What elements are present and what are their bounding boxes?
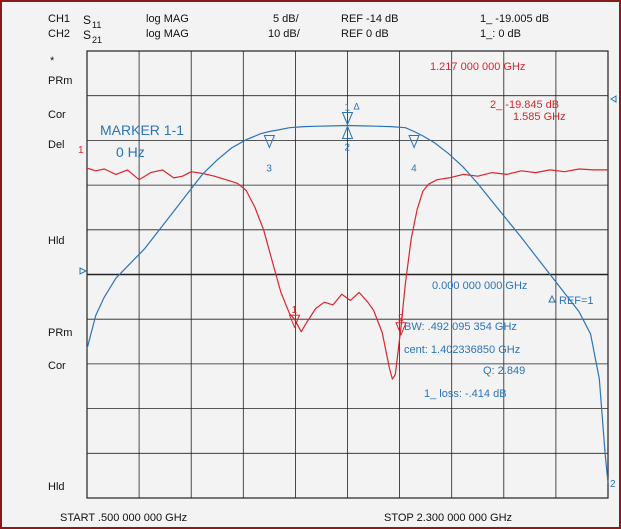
side-label-hld-top: Hld xyxy=(48,235,65,247)
ch2-ref-arrow-left-icon xyxy=(79,267,88,275)
marker-label: 1 xyxy=(345,103,351,114)
marker-label: 4 xyxy=(411,163,417,174)
ch2-ref-arrow-right-icon xyxy=(610,95,617,103)
ch1-label: CH1 xyxy=(48,13,70,25)
ref-triangle-icon xyxy=(548,294,556,303)
marker-frequency: 0 Hz xyxy=(116,144,145,160)
side-label-prm-bottom: PRm xyxy=(48,327,72,339)
side-label-hld-bottom: Hld xyxy=(48,481,65,493)
ch2-scale: 10 dB/ xyxy=(268,28,301,40)
marker-label: 2 xyxy=(345,143,351,154)
ch1-scale: 5 dB/ xyxy=(273,13,300,25)
ch2-ref: REF 0 dB xyxy=(341,28,389,40)
bandwidth-readout: BW: .492 095 354 GHz xyxy=(404,321,517,333)
marker-label: 3 xyxy=(266,163,272,174)
ch2-format: log MAG xyxy=(146,28,189,40)
marker-s21-3: 3 xyxy=(263,134,276,174)
marker-s21-2: 2 xyxy=(341,125,354,154)
side-label-cor-top: Cor xyxy=(48,109,66,121)
ch2-marker-frequency: 0.000 000 000 GHz xyxy=(432,280,527,292)
q-readout: Q: 2.849 xyxy=(483,365,525,377)
marker-s21-4: 4 xyxy=(408,134,420,174)
ch1-param-sub: 11 xyxy=(92,20,101,30)
marker-triangle-icon xyxy=(341,112,354,126)
side-label-prm-top: PRm xyxy=(48,75,72,87)
marker-triangle-icon xyxy=(408,134,420,149)
ch1-marker-frequency: 1.217 000 000 GHz xyxy=(430,61,525,73)
ch1-format: log MAG xyxy=(146,13,189,25)
start-frequency: START .500 000 000 GHz xyxy=(60,512,187,524)
side-label-cor-bottom: Cor xyxy=(48,360,66,372)
ch2-label: CH2 xyxy=(48,28,70,40)
plot-grid xyxy=(86,50,609,499)
marker-s11-2: 2 xyxy=(395,313,407,337)
marker-triangle-icon xyxy=(341,125,354,139)
trace-s11 xyxy=(86,167,608,380)
ch1-marker-readout: 1_ -19.005 dB xyxy=(480,13,549,25)
ch1-ref-position-indicator: 1 xyxy=(78,145,84,156)
side-label-del: Del xyxy=(48,139,65,151)
ref-label: REF=1 xyxy=(559,295,594,307)
ch2-param-sub: 21 xyxy=(92,35,102,45)
star-indicator: * xyxy=(50,55,55,67)
ch1-param: S xyxy=(83,13,91,27)
marker-s11-1: 1 xyxy=(288,305,301,329)
marker-s21-1: 1 xyxy=(341,103,354,126)
center-frequency-readout: cent: 1.402336850 GHz xyxy=(404,344,520,356)
ch2-param: S xyxy=(83,28,91,42)
marker-triangle-icon xyxy=(395,322,407,337)
loss-readout: 1_ loss: -.414 dB xyxy=(424,388,507,400)
delta-icon: Δ xyxy=(354,103,361,113)
marker-triangle-icon xyxy=(263,134,276,149)
ch2-marker-readout: 1_: 0 dB xyxy=(480,28,521,40)
trace-end-label: 2 xyxy=(610,479,616,490)
stop-frequency: STOP 2.300 000 000 GHz xyxy=(384,512,512,524)
ch1-ref: REF -14 dB xyxy=(341,13,398,25)
ch1-marker2-frequency: 1.585 GHz xyxy=(513,111,566,123)
marker-triangle-icon xyxy=(288,314,301,329)
marker-label: 2 xyxy=(398,313,404,324)
marker-layer: 1 2 1 2 3 4 Δ 2 xyxy=(263,103,616,490)
marker-title: MARKER 1-1 xyxy=(100,122,184,138)
marker-label: 1 xyxy=(292,305,298,316)
ch1-marker2-value: 2_ -19.845 dB xyxy=(490,99,559,111)
